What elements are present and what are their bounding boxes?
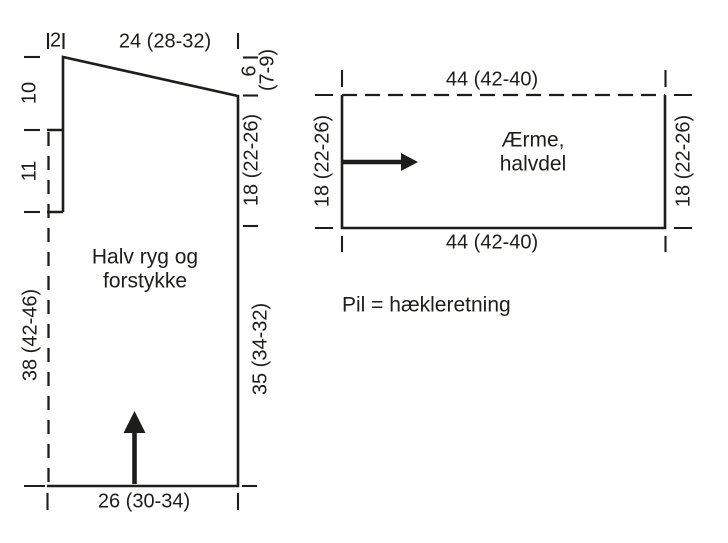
back-front-name-line1: Halv ryg og (92, 246, 198, 269)
right-top-height-label: 6 (238, 65, 260, 76)
arrow-up-head (123, 411, 146, 433)
back-front-piece: 2 24 (28-32) 10 11 38 (42-46) 6 (7-9) 18… (18, 29, 278, 512)
back-front-measure-ticks (24, 33, 258, 510)
right-mid-height-label: 18 (22-26) (240, 114, 262, 206)
sleeve-outline (340, 95, 667, 230)
sleeve-top-width-label: 44 (42-40) (446, 68, 538, 90)
sleeve-measure-ticks (315, 70, 692, 252)
band-width-label: 2 (50, 29, 61, 51)
legend-text: Pil = hækleretning (342, 294, 511, 317)
back-front-name-line2: forstykke (103, 270, 187, 293)
left-bottom-height-label: 38 (42-46) (19, 289, 41, 381)
band-notch-lines (47, 128, 63, 214)
direction-arrow-up-icon (123, 411, 146, 484)
direction-arrow-right-icon (343, 153, 418, 171)
sleeve-name-line2: halvdel (500, 153, 567, 176)
sleeve-left-height-label: 18 (22-26) (311, 115, 333, 207)
sleeve-piece: 44 (42-40) 44 (42-40) 18 (22-26) 18 (22-… (311, 68, 694, 253)
back-front-outline (47, 55, 240, 488)
left-mid-height-label: 11 (18, 161, 40, 182)
right-bottom-height-label: 35 (34-32) (249, 303, 271, 395)
left-top-height-label: 10 (18, 82, 40, 104)
sleeve-name-line1: Ærme, (502, 129, 565, 152)
sleeve-right-height-label: 18 (22-26) (672, 115, 694, 207)
arrow-right-head (401, 153, 418, 171)
top-width-label: 24 (28-32) (119, 30, 211, 52)
right-top-height-sizes-label: (7-9) (256, 49, 278, 91)
bottom-width-label: 26 (30-34) (98, 490, 190, 512)
sleeve-bottom-width-label: 44 (42-40) (446, 231, 538, 253)
